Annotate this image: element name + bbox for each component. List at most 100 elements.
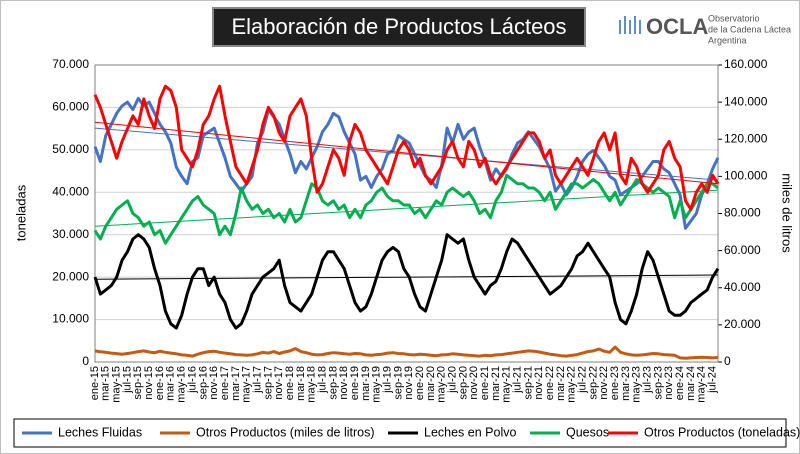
x-tick-label: sep-18: [327, 366, 339, 400]
y2-tick-label: 80.000: [724, 206, 761, 220]
x-tick-label: ene-17: [219, 366, 231, 400]
x-tick-label: jul-18: [316, 366, 328, 394]
x-tick-label: mar-20: [425, 366, 437, 401]
x-tick-label: may-16: [176, 366, 188, 403]
x-tick-label: nov-21: [533, 366, 545, 400]
y-tick-label: 40.000: [52, 184, 89, 198]
series-line: [93, 173, 719, 245]
legend-label: Leches en Polvo: [424, 425, 516, 439]
x-tick-label: mar-24: [685, 366, 697, 401]
x-tick-label: jul-22: [576, 366, 588, 394]
x-tick-label: may-23: [631, 366, 643, 403]
x-tick-label: ene-22: [544, 366, 556, 400]
x-tick-label: may-22: [566, 366, 578, 403]
logo-text: Argentina: [708, 35, 747, 45]
y2-tick-label: 60.000: [724, 243, 761, 257]
y2-tick-label: 120.000: [724, 131, 768, 145]
x-tick-label: mar-18: [295, 366, 307, 401]
x-tick-label: ene-23: [609, 366, 621, 400]
x-tick-label: may-19: [371, 366, 383, 403]
y-tick-label: 50.000: [52, 142, 89, 156]
x-tick-label: ene-19: [349, 366, 361, 400]
y2-tick-label: 0: [724, 354, 731, 368]
x-tick-label: nov-20: [468, 366, 480, 400]
trend-line: [94, 121, 719, 185]
x-tick-label: mar-15: [100, 366, 112, 401]
trend-line: [94, 274, 719, 280]
x-tick-label: jul-20: [446, 366, 458, 394]
series-line: [93, 96, 720, 230]
x-tick-label: may-20: [436, 366, 448, 403]
x-tick-label: may-21: [501, 366, 513, 403]
logo-text: de la Cadena Láctea: [708, 24, 791, 34]
y-axis-title: toneladas: [13, 184, 28, 241]
y2-axis-title: miles de litros: [780, 173, 795, 253]
x-tick-label: sep-23: [652, 366, 664, 400]
trend-line: [94, 127, 719, 181]
x-tick-label: ene-24: [674, 366, 686, 400]
y2-tick-label: 20.000: [724, 317, 761, 331]
x-tick-label: nov-16: [208, 366, 220, 400]
y2-tick-label: 40.000: [724, 280, 761, 294]
x-tick-label: may-24: [696, 366, 708, 403]
x-tick-label: sep-22: [587, 366, 599, 400]
x-tick-label: jul-17: [251, 366, 263, 394]
x-tick-label: nov-18: [338, 366, 350, 400]
series-line: [93, 233, 720, 330]
x-tick-label: mar-19: [360, 366, 372, 401]
x-tick-label: ene-21: [479, 366, 491, 400]
logo-icon: [619, 16, 641, 34]
x-tick-label: jul-16: [186, 366, 198, 394]
x-tick-label: ene-20: [414, 366, 426, 400]
x-tick-label: jul-24: [706, 366, 718, 394]
x-tick-label: jul-21: [511, 366, 523, 394]
y-tick-label: 0: [82, 354, 89, 368]
series-line: [93, 84, 720, 211]
title-box: [212, 7, 586, 47]
y2-tick-label: 140.000: [724, 94, 768, 108]
x-tick-label: mar-17: [230, 366, 242, 401]
x-tick-label: sep-17: [262, 366, 274, 400]
x-tick-label: sep-21: [522, 366, 534, 400]
x-tick-label: nov-15: [143, 366, 155, 400]
x-tick-label: mar-22: [555, 366, 567, 401]
logo: OCLA Observatorio de la Cadena Láctea Ar…: [619, 13, 791, 45]
legend-label: Leches Fluidas: [58, 425, 142, 439]
y-tick-label: 70.000: [52, 57, 89, 71]
x-tick-label: mar-16: [165, 366, 177, 401]
x-tick-label: ene-16: [154, 366, 166, 400]
x-tick-label: may-17: [241, 366, 253, 403]
y-tick-label: 60.000: [52, 100, 89, 114]
x-tick-label: nov-23: [663, 366, 675, 400]
chart-title: Elaboración de Productos Lácteos: [231, 14, 566, 39]
x-tick-label: jul-23: [641, 366, 653, 394]
x-tick-label: sep-15: [132, 366, 144, 400]
x-tick-label: may-18: [306, 366, 318, 403]
x-tick-label: nov-19: [403, 366, 415, 400]
plot-border: [94, 64, 719, 363]
x-tick-label: jul-15: [121, 366, 133, 394]
x-tick-label: jul-19: [381, 366, 393, 394]
y-tick-label: 30.000: [52, 227, 89, 241]
x-tick-label: sep-20: [457, 366, 469, 400]
x-tick-label: may-15: [111, 366, 123, 403]
legend-label: Otros Productos (miles de litros): [196, 425, 375, 439]
y-tick-label: 20.000: [52, 269, 89, 283]
legend-label: Quesos: [566, 425, 609, 439]
x-tick-label: nov-17: [273, 366, 285, 400]
x-tick-label: mar-23: [620, 366, 632, 401]
legend-label: Otros Productos (toneladas): [644, 425, 800, 439]
x-tick-label: ene-15: [89, 366, 101, 400]
series-line: [94, 345, 719, 360]
logo-text: Observatorio: [708, 13, 760, 23]
y2-tick-label: 160.000: [724, 57, 768, 71]
x-tick-label: sep-19: [392, 366, 404, 400]
y-tick-label: 10.000: [52, 312, 89, 326]
x-tick-label: ene-18: [284, 366, 296, 400]
x-tick-label: mar-21: [490, 366, 502, 401]
x-tick-label: sep-16: [197, 366, 209, 400]
y2-tick-label: 100.000: [724, 169, 768, 183]
logo-name: OCLA: [646, 14, 708, 39]
